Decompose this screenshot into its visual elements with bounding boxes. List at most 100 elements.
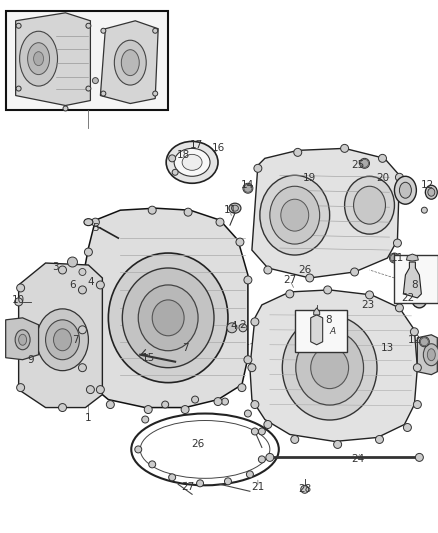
- Ellipse shape: [395, 173, 403, 181]
- Ellipse shape: [247, 364, 255, 372]
- Text: 4: 4: [87, 277, 93, 287]
- Ellipse shape: [265, 454, 273, 462]
- Polygon shape: [16, 13, 90, 106]
- Ellipse shape: [161, 401, 168, 408]
- Ellipse shape: [235, 238, 244, 246]
- Ellipse shape: [229, 203, 240, 213]
- Ellipse shape: [263, 266, 271, 274]
- Ellipse shape: [310, 347, 348, 389]
- Ellipse shape: [420, 338, 427, 346]
- Text: 11: 11: [390, 253, 403, 263]
- Text: 23: 23: [360, 300, 373, 310]
- Text: 22: 22: [400, 293, 413, 303]
- Ellipse shape: [244, 276, 251, 284]
- Ellipse shape: [413, 401, 420, 409]
- Polygon shape: [100, 21, 158, 103]
- Text: 24: 24: [350, 455, 364, 464]
- Text: 2: 2: [239, 320, 246, 330]
- Text: 12: 12: [420, 180, 433, 190]
- Ellipse shape: [422, 344, 438, 366]
- Text: A: A: [329, 327, 335, 336]
- Ellipse shape: [144, 406, 152, 414]
- Text: 3: 3: [52, 262, 59, 272]
- Ellipse shape: [168, 155, 175, 162]
- Ellipse shape: [414, 454, 422, 462]
- Ellipse shape: [231, 205, 238, 211]
- Ellipse shape: [410, 288, 426, 308]
- Ellipse shape: [16, 23, 21, 28]
- Ellipse shape: [414, 293, 423, 303]
- Ellipse shape: [253, 164, 261, 172]
- Ellipse shape: [280, 199, 308, 231]
- Ellipse shape: [340, 144, 348, 152]
- Ellipse shape: [168, 474, 175, 481]
- Bar: [294, 310, 346, 352]
- Text: 20: 20: [375, 173, 388, 183]
- Text: 16: 16: [211, 143, 224, 154]
- Text: 8: 8: [325, 315, 331, 325]
- Ellipse shape: [152, 300, 184, 336]
- Ellipse shape: [374, 435, 383, 443]
- Ellipse shape: [53, 329, 71, 351]
- Text: 21: 21: [251, 482, 264, 492]
- Ellipse shape: [18, 334, 27, 345]
- Ellipse shape: [305, 274, 313, 282]
- Ellipse shape: [378, 155, 385, 163]
- Ellipse shape: [63, 106, 68, 111]
- Ellipse shape: [122, 268, 214, 368]
- Ellipse shape: [79, 269, 86, 276]
- Polygon shape: [18, 263, 102, 408]
- Ellipse shape: [182, 155, 201, 171]
- Ellipse shape: [215, 218, 223, 226]
- Ellipse shape: [365, 291, 373, 299]
- Text: 19: 19: [302, 173, 316, 183]
- Ellipse shape: [244, 356, 251, 364]
- Ellipse shape: [221, 398, 228, 405]
- Ellipse shape: [399, 182, 410, 198]
- Polygon shape: [417, 335, 436, 375]
- Ellipse shape: [226, 323, 237, 333]
- Ellipse shape: [395, 304, 403, 312]
- Ellipse shape: [96, 385, 104, 393]
- Ellipse shape: [86, 86, 91, 91]
- Ellipse shape: [86, 385, 94, 393]
- Text: 1: 1: [85, 413, 92, 423]
- Polygon shape: [310, 315, 322, 345]
- Ellipse shape: [148, 461, 155, 468]
- Text: 14: 14: [241, 180, 254, 190]
- Ellipse shape: [410, 328, 417, 336]
- Text: 13: 13: [380, 343, 393, 353]
- Ellipse shape: [269, 186, 319, 244]
- Ellipse shape: [359, 158, 369, 168]
- Ellipse shape: [258, 428, 265, 435]
- Ellipse shape: [58, 403, 66, 411]
- Ellipse shape: [418, 337, 428, 347]
- Ellipse shape: [244, 184, 251, 192]
- Text: 17: 17: [189, 140, 202, 150]
- Ellipse shape: [134, 446, 141, 453]
- Ellipse shape: [101, 28, 106, 33]
- Ellipse shape: [242, 183, 252, 193]
- Text: 28: 28: [297, 484, 311, 494]
- Ellipse shape: [285, 290, 293, 298]
- Ellipse shape: [166, 141, 218, 183]
- Ellipse shape: [237, 384, 245, 392]
- Ellipse shape: [78, 286, 86, 294]
- Text: 26: 26: [191, 439, 204, 449]
- Ellipse shape: [353, 186, 385, 224]
- Ellipse shape: [148, 206, 156, 214]
- Text: 25: 25: [350, 160, 364, 171]
- Ellipse shape: [106, 401, 114, 409]
- Ellipse shape: [424, 185, 436, 199]
- Ellipse shape: [238, 324, 246, 332]
- Text: 12: 12: [407, 335, 420, 345]
- Ellipse shape: [295, 330, 363, 405]
- Ellipse shape: [300, 486, 308, 493]
- Text: 15: 15: [141, 353, 155, 363]
- Ellipse shape: [350, 268, 358, 276]
- Ellipse shape: [427, 188, 434, 196]
- Text: 7: 7: [72, 335, 78, 345]
- Polygon shape: [406, 254, 417, 261]
- Text: 11: 11: [223, 205, 236, 215]
- Ellipse shape: [426, 349, 434, 361]
